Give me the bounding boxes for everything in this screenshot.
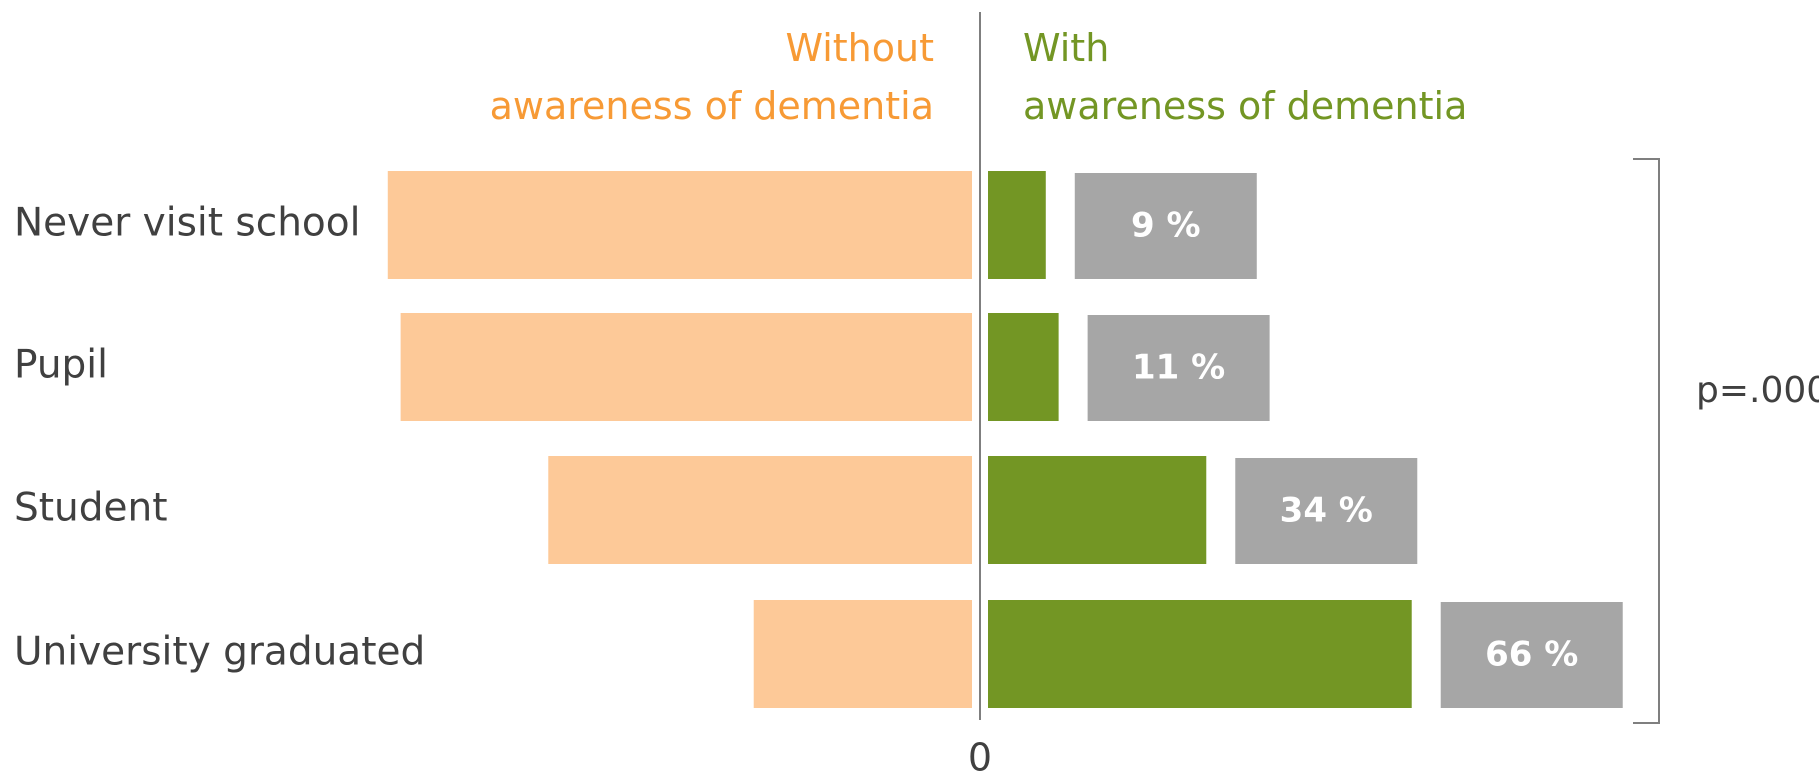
bar — [548, 456, 972, 564]
value-label-box — [1087, 315, 1270, 421]
category-label: Never visit school — [14, 201, 360, 246]
legend-line: Without — [785, 26, 934, 70]
bar — [988, 456, 1207, 564]
legend-line: awareness of dementia — [1023, 84, 1467, 128]
bar — [753, 600, 972, 708]
value-label-box — [1440, 602, 1623, 708]
bar — [988, 600, 1412, 708]
value-label-box — [1074, 173, 1257, 279]
value-label: 66 % — [1485, 635, 1578, 675]
bar — [988, 313, 1059, 421]
value-label: 9 % — [1131, 206, 1201, 246]
legend-line: awareness of dementia — [490, 84, 934, 128]
category-label: Student — [14, 486, 168, 531]
bar — [387, 171, 972, 279]
category-label: Pupil — [14, 343, 108, 388]
bar — [988, 171, 1046, 279]
x-tick-label: 0 — [968, 736, 992, 777]
legend-label: With awareness of dementia — [1023, 26, 1467, 128]
value-label: 11 % — [1132, 348, 1225, 388]
value-label: 34 % — [1280, 491, 1373, 531]
bracket — [1633, 158, 1660, 724]
category-label: University graduated — [14, 630, 425, 675]
value-label-box — [1235, 458, 1418, 564]
bar — [400, 313, 972, 421]
legend-line: With — [1023, 26, 1109, 70]
legend-label: Without awareness of dementia — [490, 26, 934, 128]
annotation: p=.000 — [1696, 370, 1819, 411]
